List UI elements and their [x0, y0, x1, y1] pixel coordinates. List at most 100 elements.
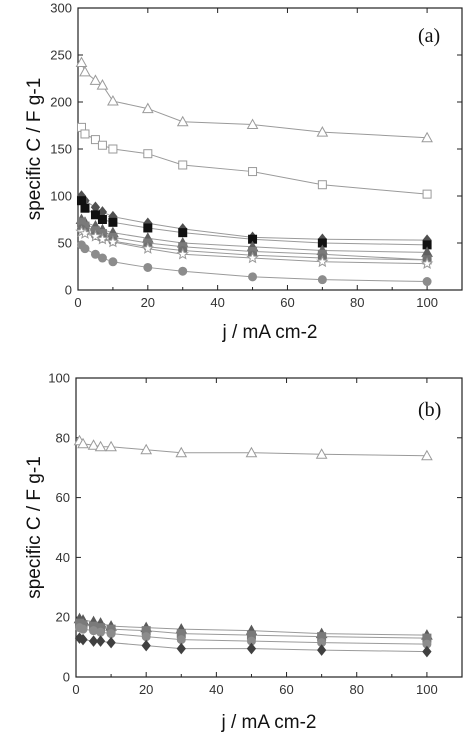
series-line [81, 244, 428, 283]
data-point [316, 644, 327, 656]
data-point [78, 633, 88, 646]
data-point [75, 56, 88, 68]
data-point [108, 257, 118, 267]
data-point [143, 262, 153, 272]
data-point [78, 227, 92, 239]
x-tick-label: 20 [141, 295, 155, 310]
data-point [108, 217, 118, 227]
data-point [96, 79, 109, 90]
data-point [141, 639, 151, 652]
data-point [108, 144, 118, 154]
y-tick-label: 150 [50, 142, 72, 157]
panel-b: 0 20 40 60 80 100 0 20 40 60 80 100 (b) j / mA cm-2 sp… [24, 371, 463, 733]
data-point [421, 449, 433, 461]
data-point [89, 74, 102, 85]
data-point [246, 642, 257, 655]
data-point [90, 210, 100, 220]
data-point [88, 635, 99, 647]
series-line [81, 127, 428, 195]
x-tick-label: 100 [416, 295, 438, 310]
series-line [79, 618, 427, 636]
data-point [176, 642, 186, 655]
data-point [80, 244, 90, 254]
data-point [317, 275, 327, 285]
data-point [422, 645, 432, 658]
data-point [76, 196, 86, 206]
data-point [422, 189, 432, 199]
series-line [81, 200, 428, 246]
panel-label: (b) [418, 399, 441, 421]
data-point [141, 632, 151, 642]
data-point [78, 624, 88, 634]
y-tick-label: 0 [63, 670, 70, 685]
x-tick-label: 80 [349, 682, 363, 697]
series-line [81, 221, 428, 261]
data-point [248, 272, 258, 282]
data-point [106, 235, 120, 248]
data-point [90, 249, 100, 259]
series-9 [76, 240, 432, 287]
data-point [178, 228, 188, 238]
x-tick-label: 60 [279, 682, 293, 697]
data-point [141, 242, 155, 254]
data-point [245, 446, 258, 458]
x-axis-label: j / mA cm-2 [221, 322, 317, 343]
data-point [94, 440, 107, 452]
x-tick-label: 40 [209, 682, 223, 697]
y-tick-label: 40 [56, 550, 70, 565]
x-tick-label: 0 [72, 682, 79, 697]
data-point [143, 223, 153, 233]
data-point [141, 102, 154, 114]
plot-frame [75, 377, 463, 678]
series-1 [73, 434, 433, 461]
y-tick-label: 0 [65, 283, 72, 298]
x-tick-label: 60 [280, 295, 294, 310]
y-tick-label: 300 [50, 1, 72, 16]
data-point [176, 115, 189, 127]
data-point [248, 167, 258, 177]
series-line [81, 195, 428, 241]
data-point [178, 160, 188, 170]
series-4 [76, 196, 432, 250]
data-point [316, 126, 329, 137]
data-point [421, 131, 433, 143]
x-tick-label: 0 [74, 295, 81, 310]
series-line [79, 622, 427, 639]
y-tick-label: 60 [56, 490, 70, 505]
data-point [97, 253, 107, 263]
data-point [315, 448, 328, 459]
data-point [77, 437, 89, 449]
panel-label: (a) [418, 25, 440, 47]
series-8 [75, 225, 434, 269]
x-tick-label: 20 [139, 682, 153, 697]
data-point [96, 627, 106, 637]
series-5 [74, 632, 432, 658]
data-point [97, 140, 107, 150]
data-point [175, 446, 188, 458]
x-tick-label: 80 [350, 295, 364, 310]
data-point [97, 215, 107, 224]
series-line [79, 627, 427, 645]
data-point [105, 440, 117, 452]
series-line [79, 637, 427, 653]
y-tick-label: 100 [48, 371, 70, 386]
data-point [140, 443, 153, 455]
data-point [317, 180, 327, 190]
y-tick-label: 50 [58, 236, 72, 251]
series-line [79, 440, 427, 457]
data-point [80, 203, 90, 213]
x-axis-label: j / mA cm-2 [220, 712, 316, 733]
data-point [316, 255, 329, 268]
data-point [90, 135, 100, 145]
y-tick-label: 200 [50, 95, 72, 110]
x-tick-label: 40 [210, 295, 224, 310]
data-point [106, 636, 116, 649]
series-line [81, 219, 428, 253]
series-1 [75, 56, 433, 143]
data-point [246, 251, 259, 264]
data-point [87, 439, 100, 450]
data-point [246, 118, 259, 130]
y-tick-label: 80 [56, 430, 70, 445]
x-tick-label: 100 [416, 682, 438, 697]
